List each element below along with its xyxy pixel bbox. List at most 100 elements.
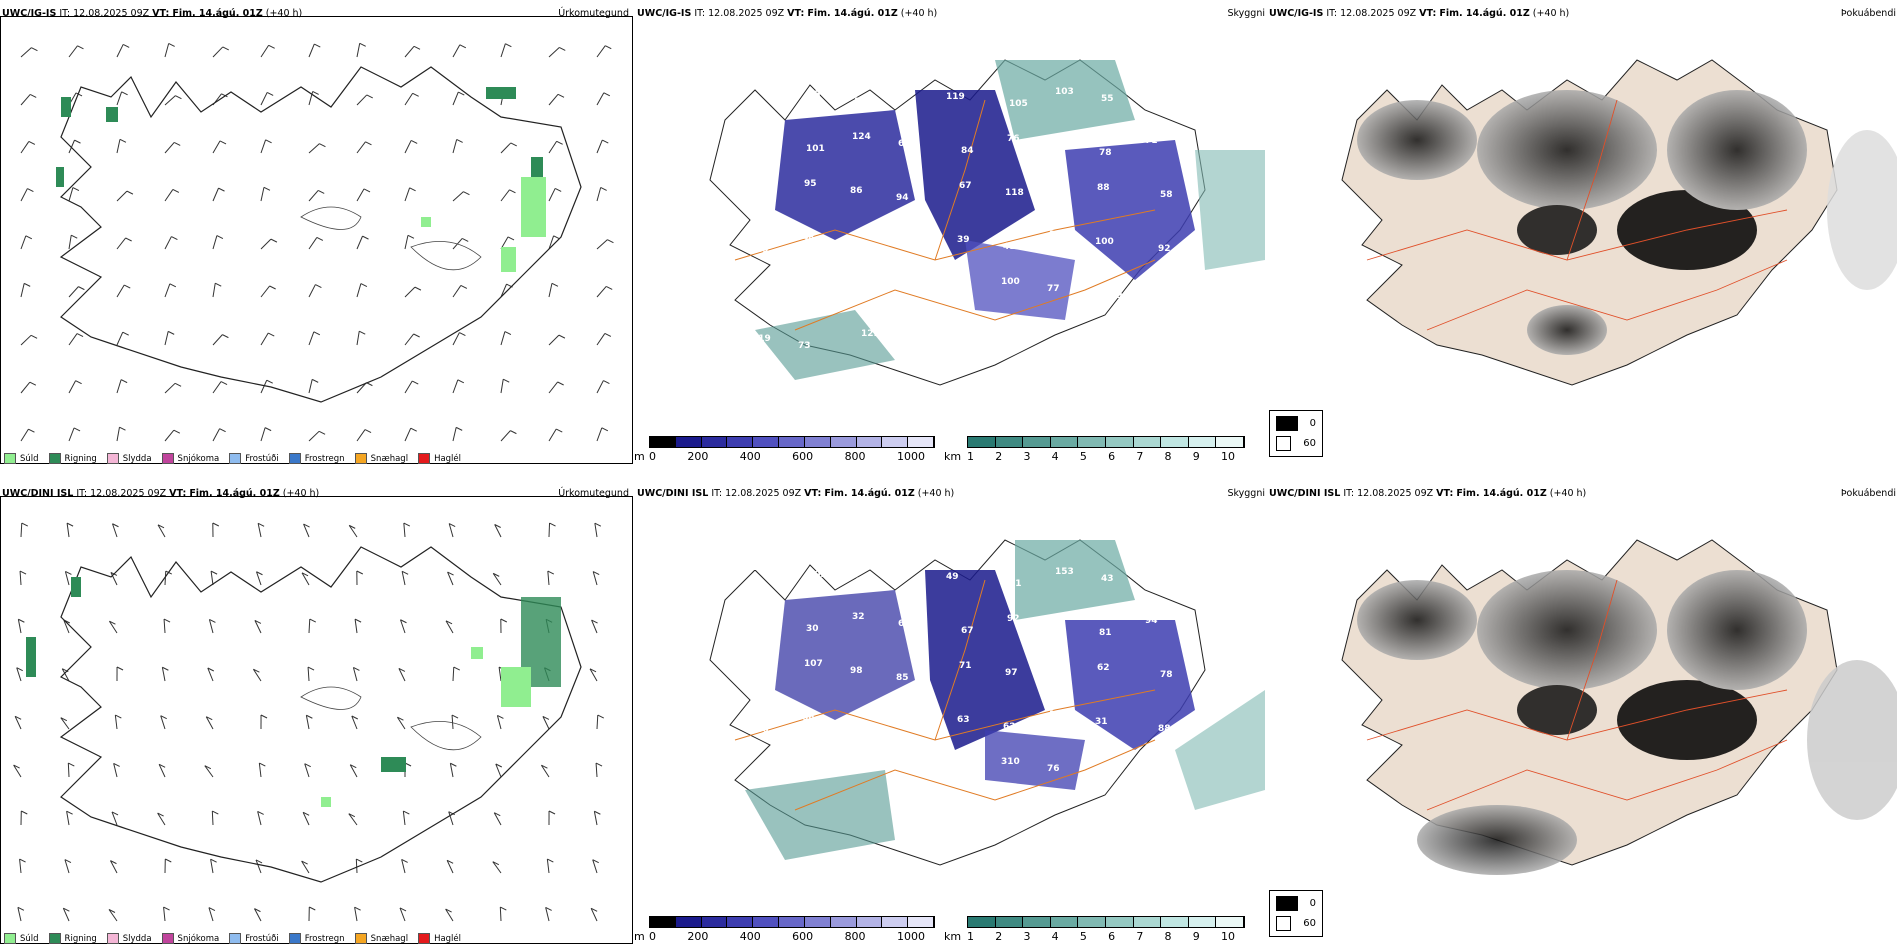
wind-barb (548, 47, 560, 58)
wind-barb (452, 191, 464, 202)
wind-barb (546, 859, 550, 874)
wind-barb-flag (269, 285, 276, 290)
height-value-label: 98 (1053, 621, 1066, 631)
wind-barb-flag (354, 618, 362, 623)
wind-barb-flag (109, 620, 116, 625)
wind-barb (548, 522, 551, 538)
height-value-label: 78 (1099, 148, 1112, 158)
wind-barb (495, 763, 502, 778)
fog-map[interactable] (1267, 510, 1900, 910)
wind-barb-flag (354, 906, 361, 911)
wind-barb (108, 620, 118, 634)
legend-swatch (48, 453, 61, 464)
colorbar-segment (1105, 917, 1134, 927)
wind-barb (445, 908, 454, 922)
wind-barb-flag (414, 286, 422, 291)
wind-barb (492, 861, 502, 874)
fog-map[interactable] (1267, 30, 1900, 430)
colorbar-tick: 1000 (896, 450, 925, 463)
wind-barb (548, 283, 553, 298)
wind-barb-flag (304, 763, 311, 768)
colorbar-tick: 8 (1164, 930, 1172, 943)
wind-barb (68, 139, 75, 154)
wind-barb (596, 427, 603, 442)
wind-barb-flag (412, 380, 419, 385)
wind-barb (351, 715, 358, 730)
wind-barb (164, 189, 174, 202)
wind-barb (14, 716, 22, 730)
wind-barb (308, 430, 320, 442)
wind-barb (161, 667, 166, 682)
wind-barb (400, 619, 406, 634)
colorbar-segment (995, 917, 1024, 927)
wind-barb (13, 764, 22, 778)
panel-header: UWC/DINI ISL IT: 12.08.2025 09Z VT: Fim.… (637, 488, 955, 499)
wind-barb (302, 812, 310, 826)
wind-barb-flag (448, 811, 455, 816)
wind-barb (356, 43, 361, 58)
visibility-map[interactable]: 124 102 41 60 49 61 153 43 41 40 30 32 64 67 92 98 81 94 2… (635, 510, 1265, 910)
iceland-outline (59, 546, 582, 883)
road-network (1366, 99, 1788, 331)
fog-panel-row1: UWC/IG-IS IT: 12.08.2025 09Z VT: Fim. 14… (1267, 0, 1900, 470)
wind-barb (116, 427, 120, 442)
visibility-map[interactable]: 27 45 130 30 119 105 103 55 53 45 101 124 60 84 76 54 78… (635, 30, 1265, 430)
height-colorbar: m 0 200 400 600 800 1000 (635, 436, 935, 464)
wind-barb (63, 619, 70, 634)
wind-barb (16, 667, 22, 682)
wind-barb-flag (212, 522, 220, 527)
wind-barb-flag (463, 191, 470, 196)
wind-barb (548, 188, 556, 202)
wind-barb-flag (222, 46, 229, 51)
wind-barb (356, 283, 362, 298)
wind-barb-flag (13, 764, 20, 769)
wind-barb (20, 381, 31, 394)
wind-barb (452, 285, 462, 298)
colorbar-tick: 2 (995, 450, 1003, 463)
wind-barb (500, 331, 506, 346)
wind-barb (64, 571, 70, 586)
colorbar-segment (804, 917, 831, 927)
wind-barb-flag (603, 380, 610, 384)
colorbar-segment (830, 917, 857, 927)
wind-barb-flag (19, 858, 26, 863)
wind-barb (494, 524, 502, 538)
wind-barb-flag (605, 286, 613, 290)
wind-barb-flag (356, 858, 363, 863)
legend-item-5: Frostúði (229, 453, 279, 464)
wind-barb (545, 907, 550, 922)
wind-barb-flag (313, 331, 321, 336)
height-value-label: 41 (1147, 581, 1160, 591)
wind-barb (404, 140, 412, 154)
wind-barb (212, 283, 216, 298)
wind-barb (595, 762, 598, 778)
height-unit: m (635, 450, 645, 463)
wind-barb (164, 43, 170, 58)
wind-barb-flag (163, 618, 171, 623)
precip-map[interactable] (0, 16, 633, 464)
colorbar-segment (968, 917, 996, 927)
wind-barb (548, 235, 555, 250)
legend-item-3: Slydda (106, 453, 152, 464)
precip-panel-row1: UWC/IG-IS IT: 12.08.2025 09Z VT: Fim. 14… (0, 0, 635, 470)
wind-barb-flag (492, 861, 500, 866)
wind-barb-flag (257, 522, 265, 527)
wind-barb (164, 382, 176, 394)
wind-barb (548, 141, 558, 154)
wind-barb-flag (222, 334, 229, 339)
wind-barb (116, 332, 124, 346)
wind-barb (308, 618, 311, 634)
wind-barb (157, 524, 166, 538)
height-value-label: 43 (1101, 574, 1114, 584)
wind-barb-flag (494, 524, 501, 528)
wind-barb-flag (172, 188, 180, 193)
wind-barb (403, 523, 406, 538)
precip-map[interactable] (0, 496, 633, 944)
wind-barb-flag (559, 47, 566, 51)
road-network (734, 579, 1156, 811)
wind-barb-flag (409, 187, 416, 192)
legend-item-6: Frostregn (288, 453, 345, 464)
height-value-label: 75 (848, 720, 861, 730)
colorbar-tick: 400 (739, 450, 761, 463)
wind-barb-flag (348, 813, 356, 818)
